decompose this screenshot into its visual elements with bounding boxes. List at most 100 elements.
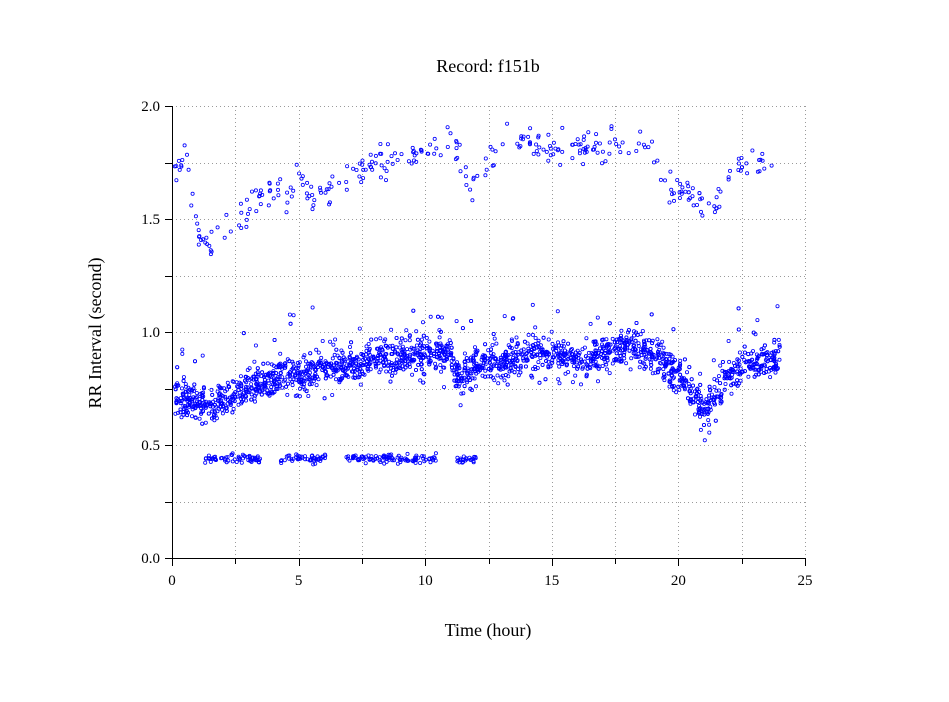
data-point — [368, 152, 373, 157]
data-point — [327, 200, 332, 205]
data-point — [502, 314, 507, 319]
data-point — [775, 366, 780, 371]
data-point — [594, 132, 599, 137]
data-point — [197, 403, 202, 408]
data-point — [503, 349, 508, 354]
data-point — [671, 367, 676, 372]
data-point — [462, 359, 467, 364]
data-point — [295, 369, 300, 374]
data-point — [557, 364, 562, 369]
y-tick-label: 0.5 — [141, 438, 160, 454]
data-point — [722, 376, 727, 381]
data-point — [278, 458, 283, 463]
data-point — [674, 390, 679, 395]
data-point — [642, 340, 647, 345]
data-point — [585, 366, 590, 371]
data-point — [540, 362, 545, 367]
data-point — [689, 377, 694, 382]
data-point — [290, 383, 295, 388]
data-point — [484, 167, 489, 172]
data-point — [331, 372, 336, 377]
data-point — [437, 335, 442, 340]
data-point — [284, 384, 289, 389]
data-point — [516, 373, 521, 378]
data-point — [716, 388, 721, 393]
data-point — [388, 369, 393, 374]
data-point — [742, 369, 747, 374]
data-point — [738, 168, 743, 173]
data-point — [671, 191, 676, 196]
data-point — [500, 352, 505, 357]
data-point — [726, 177, 731, 182]
data-point — [622, 352, 627, 357]
data-point — [716, 186, 721, 191]
data-point — [379, 163, 384, 168]
data-point — [536, 360, 541, 365]
data-point — [526, 332, 531, 337]
data-point — [178, 401, 183, 406]
data-point — [407, 334, 412, 339]
data-point — [735, 383, 740, 388]
data-point — [303, 364, 308, 369]
data-point — [474, 361, 479, 366]
data-point — [338, 376, 343, 381]
data-point — [444, 343, 449, 348]
data-point — [565, 350, 570, 355]
data-point — [570, 156, 575, 161]
data-point — [267, 393, 272, 398]
data-point — [175, 365, 180, 370]
data-point — [310, 361, 315, 366]
data-point — [366, 341, 371, 346]
data-point — [380, 360, 385, 365]
data-point — [256, 372, 261, 377]
data-point — [494, 341, 499, 346]
data-point — [682, 387, 687, 392]
data-point — [223, 389, 228, 394]
data-point — [433, 451, 438, 456]
data-point — [607, 371, 612, 376]
data-point — [181, 410, 186, 415]
data-point — [666, 371, 671, 376]
data-point — [662, 372, 667, 377]
data-point — [581, 162, 586, 167]
data-point — [633, 347, 638, 352]
data-point — [686, 197, 691, 202]
y-tick-label: 1.5 — [141, 212, 160, 228]
data-point — [183, 384, 188, 389]
data-point — [483, 374, 488, 379]
data-point — [208, 456, 213, 461]
data-point — [285, 190, 290, 195]
data-point — [209, 416, 214, 421]
data-point — [571, 364, 576, 369]
data-point — [411, 150, 416, 155]
data-point — [229, 394, 234, 399]
data-point — [631, 351, 636, 356]
data-point — [655, 369, 660, 374]
data-point — [349, 340, 354, 345]
data-point — [309, 184, 314, 189]
data-point — [582, 134, 587, 139]
data-point — [735, 378, 740, 383]
data-point — [455, 155, 460, 160]
data-point — [691, 203, 696, 208]
data-point — [192, 388, 197, 393]
data-point — [327, 181, 332, 186]
data-point — [576, 364, 581, 369]
data-point — [468, 386, 473, 391]
data-point — [328, 339, 333, 344]
data-point — [750, 357, 755, 362]
data-point — [634, 148, 639, 153]
data-point — [569, 351, 574, 356]
data-point — [717, 204, 722, 209]
data-point — [380, 347, 385, 352]
data-point — [310, 192, 315, 197]
data-point — [604, 362, 609, 367]
data-point — [699, 196, 704, 201]
data-point — [384, 369, 389, 374]
data-point — [633, 354, 638, 359]
data-point — [323, 190, 328, 195]
data-point — [546, 359, 551, 364]
data-point — [345, 164, 350, 169]
data-point — [267, 390, 272, 395]
data-point — [678, 358, 683, 363]
